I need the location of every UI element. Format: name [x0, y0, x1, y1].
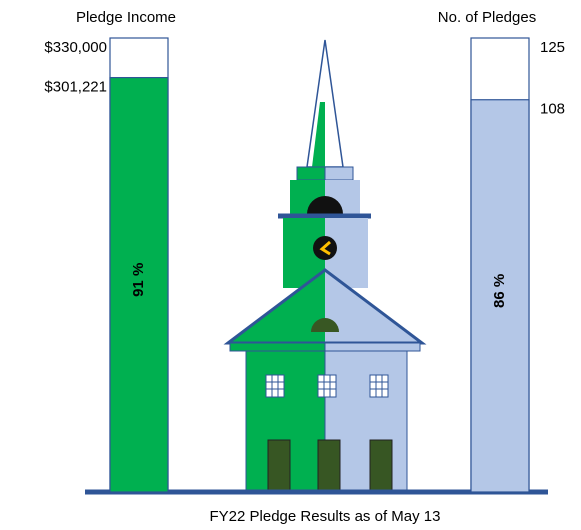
- goal-label: $330,000: [44, 39, 107, 56]
- gauge-label: Pledge Income: [76, 9, 176, 26]
- goal-label: 125: [540, 39, 565, 56]
- gauge-label: No. of Pledges: [438, 9, 536, 26]
- value-label: $301,221: [44, 79, 107, 96]
- title: FY22 Pledge Results as of May 13: [210, 508, 441, 525]
- percent-label: 86 %: [491, 274, 508, 308]
- percent-label: 91 %: [130, 263, 147, 297]
- church: [228, 40, 422, 492]
- page: {"title": "FY22 Pledge Results as of May…: [0, 0, 581, 530]
- infographic: FY22 Pledge Results as of May 13 Pledge …: [0, 0, 581, 530]
- value-label: 108: [540, 101, 565, 118]
